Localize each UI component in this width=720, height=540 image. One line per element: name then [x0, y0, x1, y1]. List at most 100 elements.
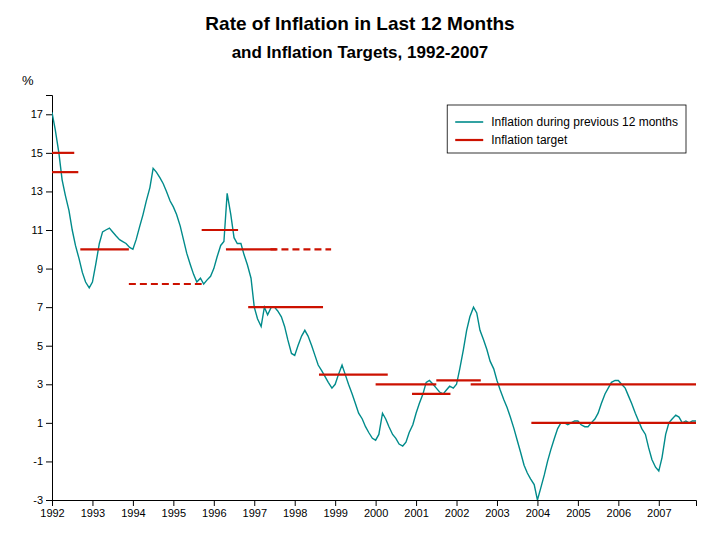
x-tick: 2005 [566, 500, 590, 519]
target-segment [129, 283, 202, 285]
x-tick: 2000 [364, 500, 388, 519]
y-tick-label: 7 [37, 301, 43, 313]
y-tick-mark [46, 346, 52, 347]
x-tick-mark [214, 500, 215, 506]
x-tick-label: 1996 [202, 507, 226, 519]
y-tick: 3 [37, 378, 52, 390]
x-tick: 2002 [445, 500, 469, 519]
x-tick: 1994 [121, 500, 145, 519]
x-tick-label: 2006 [607, 507, 631, 519]
y-tick-mark [46, 307, 52, 308]
x-tick: 2006 [607, 500, 631, 519]
y-tick-mark [46, 500, 52, 501]
y-tick-label: 11 [32, 224, 43, 236]
legend-label: Inflation target [491, 133, 568, 147]
target-segment [52, 152, 74, 154]
x-tick: 1993 [81, 500, 105, 519]
x-tick-label: 2005 [566, 507, 590, 519]
y-tick-label: 17 [31, 108, 43, 120]
y-axis-line [46, 96, 53, 501]
target-segment [471, 383, 696, 385]
y-tick-label: -3 [33, 494, 43, 506]
x-tick-label: 1998 [283, 507, 307, 519]
x-tick-mark [92, 500, 93, 506]
x-tick-label: 1994 [121, 507, 145, 519]
x-axis-line [53, 501, 697, 507]
inflation-line [52, 112, 696, 500]
y-tick: 5 [37, 340, 52, 352]
x-tick-label: 1992 [40, 507, 64, 519]
x-tick: 1992 [40, 500, 64, 519]
y-tick: 9 [37, 263, 52, 275]
x-tick-label: 2002 [445, 507, 469, 519]
target-segment [248, 306, 323, 308]
x-tick-label: 1997 [243, 507, 267, 519]
y-tick: 11 [32, 224, 52, 236]
y-tick-mark [46, 191, 52, 192]
y-axis: -3-11357911131517 [31, 96, 53, 507]
x-tick-mark [537, 500, 538, 506]
x-tick-label: 2004 [526, 507, 550, 519]
target-segment [202, 229, 238, 231]
legend-swatch [455, 121, 483, 123]
legend-label: Inflation during previous 12 months [491, 115, 678, 129]
x-tick-label: 1995 [162, 507, 186, 519]
target-segment [270, 248, 331, 250]
y-tick: 7 [37, 301, 52, 313]
x-tick: 1997 [243, 500, 267, 519]
y-tick-label: 13 [31, 185, 43, 197]
x-tick: 1995 [162, 500, 186, 519]
target-segments [52, 153, 696, 423]
y-tick-mark [46, 461, 52, 462]
target-segment [376, 383, 437, 385]
y-tick-label: 5 [37, 340, 43, 352]
x-tick-label: 2007 [647, 507, 671, 519]
x-tick-mark [659, 500, 660, 506]
y-tick-mark [46, 423, 52, 424]
y-tick: 1 [37, 417, 52, 429]
x-tick-mark [295, 500, 296, 506]
target-segment [319, 374, 388, 376]
x-tick: 2003 [485, 500, 509, 519]
target-segment [436, 379, 480, 381]
x-tick: 1998 [283, 500, 307, 519]
legend-box [447, 105, 686, 153]
y-tick-mark [46, 384, 52, 385]
x-tick-label: 2001 [404, 507, 428, 519]
target-segment [226, 248, 277, 250]
y-tick: 15 [31, 147, 52, 159]
y-tick: 17 [31, 108, 52, 120]
x-tick-label: 1999 [323, 507, 347, 519]
y-tick: 13 [31, 185, 52, 197]
x-tick-mark [457, 500, 458, 506]
legend: Inflation during previous 12 months Infla… [447, 105, 686, 153]
legend-swatch [455, 139, 483, 141]
target-segment [52, 171, 78, 173]
y-tick-label: -1 [33, 455, 43, 467]
target-segment [80, 248, 129, 250]
x-tick: 2001 [404, 500, 428, 519]
x-tick: 2004 [526, 500, 550, 519]
x-tick-mark [335, 500, 336, 506]
y-tick-label: 9 [37, 263, 43, 275]
x-tick-mark [376, 500, 377, 506]
y-tick-mark [46, 230, 52, 231]
x-tick-label: 2003 [485, 507, 509, 519]
target-segment [531, 422, 696, 424]
x-tick-mark [173, 500, 174, 506]
title: Rate of Inflation in Last 12 Months [205, 13, 514, 34]
x-tick-mark [497, 500, 498, 506]
y-axis-label: % [22, 73, 34, 88]
y-tick-mark [46, 114, 52, 115]
y-tick-label: 1 [37, 417, 43, 429]
x-tick-label: 1993 [81, 507, 105, 519]
y-tick-mark [46, 269, 52, 270]
x-tick-label: 2000 [364, 507, 388, 519]
y-tick-label: 3 [37, 378, 43, 390]
target-segment [412, 393, 450, 395]
x-tick-mark [578, 500, 579, 506]
x-tick-mark [416, 500, 417, 506]
subtitle: and Inflation Targets, 1992-2007 [232, 43, 489, 62]
y-tick-mark [46, 153, 52, 154]
x-tick: 1999 [323, 500, 347, 519]
